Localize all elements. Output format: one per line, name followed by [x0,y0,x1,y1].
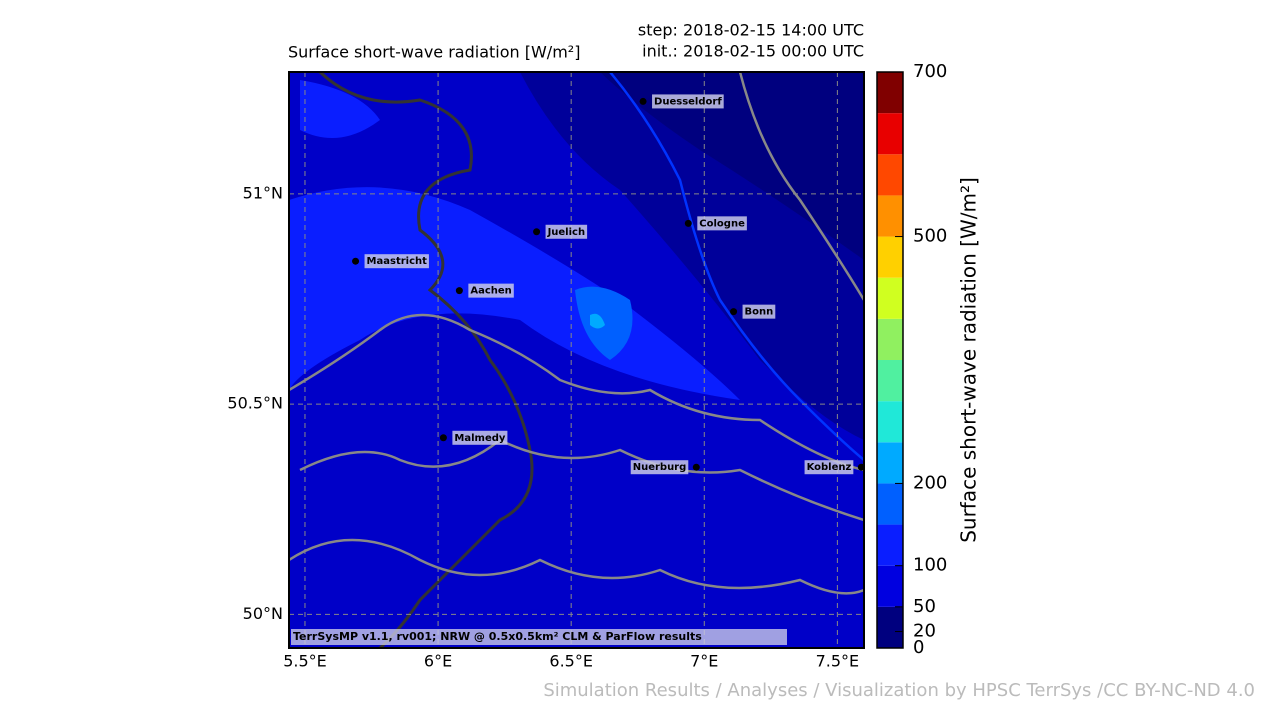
note: TerrSysMP v1.1, rv001; NRW @ 0.5x0.5km² … [293,630,702,643]
city-marker [455,287,463,295]
init-label: init.: 2018-02-15 00:00 UTC [642,42,864,61]
map-frame [288,71,865,649]
city-label: Koblenz [807,462,852,473]
colorbar-segment [877,360,903,402]
colorbar-segment [877,113,903,155]
colorbar-tick-label: 100 [913,555,947,576]
x-tick-label: 5.5°E [283,652,327,671]
footer: Simulation Results / Analyses / Visualiz… [543,680,1255,701]
city-marker [352,257,360,265]
x-tick-label: 7°E [690,652,718,671]
city-marker [533,228,541,236]
colorbar-segment [877,442,903,484]
y-tick-label: 50°N [243,604,283,623]
city-label: Juelich [547,227,586,238]
city-label: Bonn [745,307,774,318]
city-label: Cologne [699,218,745,229]
colorbar-tick-label: 50 [913,596,936,617]
city-label: Aachen [470,286,511,297]
city-label-box [652,94,724,109]
step-label: step: 2018-02-15 14:00 UTC [638,21,864,40]
colorbar-segment [877,565,903,607]
city-label-box [452,430,508,445]
city-label: Nuerburg [633,462,687,473]
colorbar-segment [877,401,903,443]
field-region [600,72,864,260]
city-label-box [630,460,689,475]
city-label-box [468,283,514,298]
city-label-box [364,254,429,269]
field-region [590,313,605,329]
city-marker [692,463,700,471]
x-tick-label: 6.5°E [549,652,593,671]
city-marker [857,463,865,471]
colorbar-label: Surface short-wave radiation [W/m²] [957,177,981,543]
colorbar-frame [876,71,904,649]
x-tick-label: 7.5°E [816,652,860,671]
y-tick-label: 51°N [243,183,283,202]
colorbar-tick-label: 20 [913,621,936,642]
field [289,72,864,648]
y-tick-label: 50.5°N [227,394,283,413]
city-marker [639,97,647,105]
colorbar-tick-label: 200 [913,472,947,493]
map-title: Surface short-wave radiation [W/m²] [288,43,580,62]
city-label-box [804,460,854,475]
x-tick-label: 6°E [424,652,452,671]
field-region [289,187,740,400]
city-label: Maastricht [367,256,428,267]
city-marker [730,308,738,316]
colorbar-segment [877,606,903,648]
colorbar-tick-label: 700 [913,61,947,82]
colorbar-segment [877,318,903,360]
border [318,72,534,648]
city-label: Malmedy [454,433,505,444]
field-region [300,80,380,138]
colorbar-segment [877,72,903,114]
city-label: Duesseldorf [654,96,722,107]
city-label-box [697,216,747,231]
colorbar-segment [877,236,903,278]
colorbar-segment [877,195,903,237]
colorbar-tick-label: 500 [913,226,947,247]
colorbar-tick-label: 0 [913,637,924,658]
river [609,72,864,461]
city-marker [439,434,447,442]
colorbar-segment [877,277,903,319]
colorbar-segment [877,483,903,525]
note-box [291,629,787,645]
city-label-box [742,304,776,319]
contour [289,72,864,595]
city-marker [684,219,692,227]
colorbar-segment [877,524,903,566]
colorbar-segment [877,154,903,196]
city-label-box [545,224,588,239]
